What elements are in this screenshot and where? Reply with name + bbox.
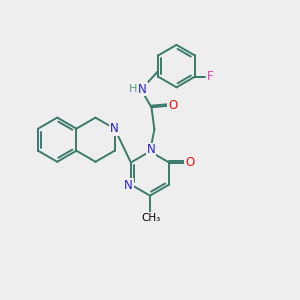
Text: H: H [129, 84, 137, 94]
Text: CH₃: CH₃ [141, 213, 160, 223]
Text: N: N [146, 143, 155, 157]
Text: N: N [124, 179, 133, 192]
Text: O: O [168, 99, 178, 112]
Text: F: F [207, 70, 214, 83]
Text: O: O [185, 156, 194, 169]
Text: N: N [110, 122, 119, 135]
Text: N: N [138, 82, 147, 95]
